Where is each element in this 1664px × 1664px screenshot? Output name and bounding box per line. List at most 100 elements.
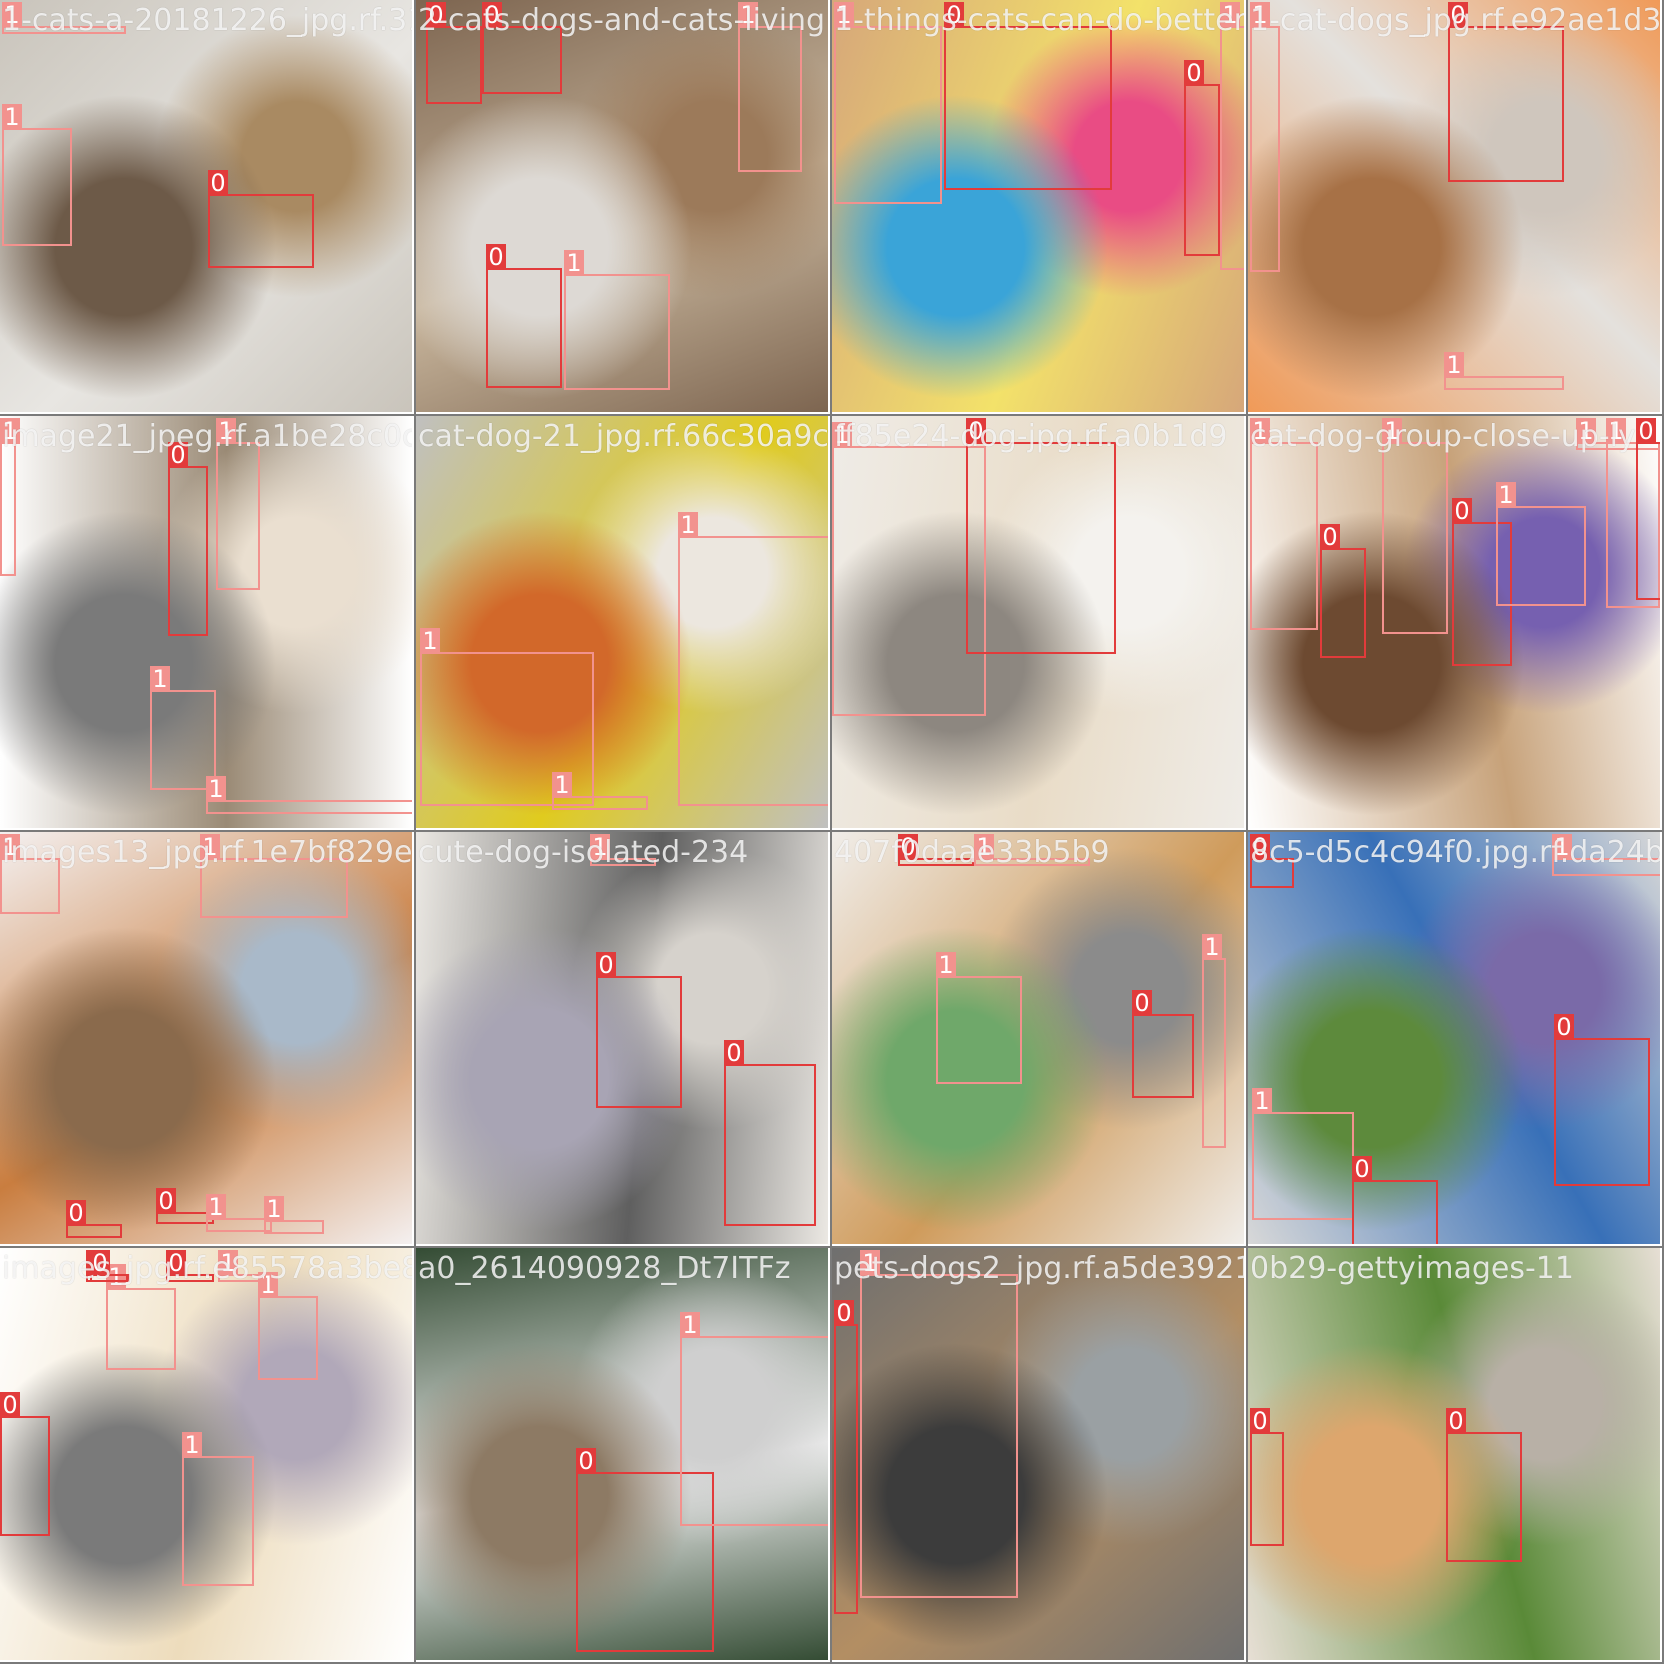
mosaic-tile: pets-dogs2_jpg.rf.a5de392116 1 0 <box>832 1248 1246 1662</box>
bounding-box-class-0: 0 <box>1352 1156 1438 1244</box>
bounding-box-class-1: 1 <box>1552 834 1660 876</box>
bounding-box-class-1: 1 <box>1382 418 1448 634</box>
class-label: 0 <box>966 418 986 444</box>
bounding-box-class-1: 1 <box>1444 352 1564 390</box>
bounding-box-class-1: 1 <box>264 1196 324 1234</box>
class-label: 0 <box>1352 1156 1372 1182</box>
bounding-box-class-1: 1 <box>1606 418 1660 608</box>
bounding-box-class-1: 1 <box>182 1432 254 1586</box>
class-label: 1 <box>1250 2 1270 28</box>
class-label: 1 <box>1382 418 1402 444</box>
class-label: 0 <box>1636 418 1656 444</box>
bounding-box-class-0: 0 <box>596 952 682 1108</box>
class-label: 1 <box>590 834 610 860</box>
bounding-box-class-1: 1 <box>200 834 348 918</box>
bounding-box-class-1: 1 <box>0 834 60 914</box>
class-label: 1 <box>936 952 956 978</box>
tile-photo <box>832 1248 1244 1660</box>
bounding-box-class-1: 1 <box>218 1250 266 1282</box>
tile-photo <box>1248 0 1660 412</box>
bounding-box-class-1: 1 <box>860 1250 1018 1598</box>
class-label: 1 <box>564 250 584 276</box>
class-label: 1 <box>860 1250 880 1276</box>
mosaic-tile: 2-cats-dogs-and-cats-living 0 0 1 0 1 <box>416 0 830 414</box>
class-label: 0 <box>1452 498 1472 524</box>
tile-photo <box>0 0 412 412</box>
bounding-box-class-1: 1 <box>2 2 126 34</box>
class-label: 1 <box>834 2 854 28</box>
class-label: 1 <box>106 1264 126 1290</box>
bounding-box-class-1: 1 <box>0 418 20 576</box>
class-label: 1 <box>216 418 236 444</box>
class-label: 0 <box>168 442 188 468</box>
tile-photo <box>416 0 828 412</box>
class-label: 1 <box>420 628 440 654</box>
bounding-box-class-1: 1 <box>258 1272 318 1380</box>
bounding-box-class-0: 0 <box>1250 1408 1284 1546</box>
bounding-box-class-1: 1 <box>216 418 260 590</box>
bounding-box-class-0: 0 <box>724 1040 816 1226</box>
bounding-box-class-1: 1 <box>1220 2 1244 270</box>
class-label: 1 <box>2 2 22 28</box>
class-label: 1 <box>206 1194 226 1220</box>
bounding-box-class-1: 1 <box>1496 482 1586 606</box>
class-label: 1 <box>0 834 20 860</box>
class-label: 1 <box>974 834 994 860</box>
mosaic-tile: ff85e24-dog-jpg.rf.a0b1d9 1 0 <box>832 416 1246 830</box>
class-label: 1 <box>264 1196 284 1222</box>
mosaic-tile: cat-dog-group-close-up-ly 1 0 1 0 1 1 1 0 <box>1248 416 1662 830</box>
bounding-box-class-1: 1 <box>834 2 942 204</box>
bounding-box-class-0: 0 <box>966 418 1116 654</box>
class-label: 1 <box>552 772 572 798</box>
class-label: 0 <box>834 1300 854 1326</box>
bounding-box-class-0: 0 <box>486 244 562 388</box>
bounding-box-class-0: 0 <box>1448 2 1564 182</box>
class-label: 0 <box>486 244 506 270</box>
mosaic-tile: cute-dog-isolated-234 1 0 0 <box>416 832 830 1246</box>
bounding-box-class-1: 1 <box>1250 418 1318 630</box>
bounding-box-class-1: 1 <box>206 1194 272 1232</box>
class-label: 0 <box>482 2 502 28</box>
bounding-box-class-1: 1 <box>564 250 670 390</box>
bounding-box-class-1: 1 <box>1252 1088 1354 1220</box>
bounding-box-class-0: 0 <box>90 1250 130 1282</box>
bounding-box-class-0: 0 <box>166 1250 214 1282</box>
bounding-box-class-1: 1 <box>974 834 1090 866</box>
mosaic-tile: 8c5-d5c4c94f0.jpg.rf.da24b46 0 1 0 1 0 <box>1248 832 1662 1246</box>
class-label: 1 <box>1496 482 1516 508</box>
class-label: 0 <box>1448 2 1468 28</box>
bounding-box-class-0: 0 <box>576 1448 714 1652</box>
class-label: 0 <box>166 1250 186 1276</box>
tile-photo <box>416 1248 828 1660</box>
tile-photo <box>416 832 828 1244</box>
class-label: 0 <box>0 1392 20 1418</box>
class-label: 1 <box>1576 418 1596 444</box>
bounding-box-class-1: 1 <box>936 952 1022 1084</box>
class-label: 1 <box>738 2 758 28</box>
bounding-box-class-1: 1 <box>552 772 648 810</box>
class-label: 0 <box>1320 524 1340 550</box>
class-label: 1 <box>1606 418 1626 444</box>
class-label: 0 <box>1250 834 1270 860</box>
bounding-box-class-0: 0 <box>944 2 1112 190</box>
mosaic-tile: 1-things-cats-can-do-better-than-dogs100… <box>832 0 1246 414</box>
bounding-box-class-0: 0 <box>1320 524 1366 658</box>
class-label: 0 <box>90 1250 110 1276</box>
bounding-box-class-0: 0 <box>1132 990 1194 1098</box>
tile-photo <box>832 416 1244 828</box>
class-label: 0 <box>596 952 616 978</box>
bounding-box-class-0: 0 <box>1446 1408 1522 1562</box>
mosaic-tile: images13_jpg.rf.1e7bf829e62 1 1 0 1 1 0 <box>0 832 414 1246</box>
bounding-box-class-1: 1 <box>420 628 594 806</box>
class-label: 1 <box>1444 352 1464 378</box>
class-label: 1 <box>1202 934 1222 960</box>
class-label: 1 <box>678 512 698 538</box>
class-label: 0 <box>944 2 964 28</box>
tile-photo <box>832 832 1244 1244</box>
class-label: 0 <box>1554 1014 1574 1040</box>
mosaic-tile: 1-cat-dogs_jpg.rf.e92ae1d33b 0 1 1 <box>1248 0 1662 414</box>
class-label: 0 <box>1184 60 1204 86</box>
mosaic-tile: 1-cats-a-20181226_jpg.rf.312 1 1 0 <box>0 0 414 414</box>
mosaic-tile: 407f0daae33b5b9 0 1 1 0 1 <box>832 832 1246 1246</box>
mosaic-tile: 0b29-gettyimages-11 0 0 <box>1248 1248 1662 1662</box>
